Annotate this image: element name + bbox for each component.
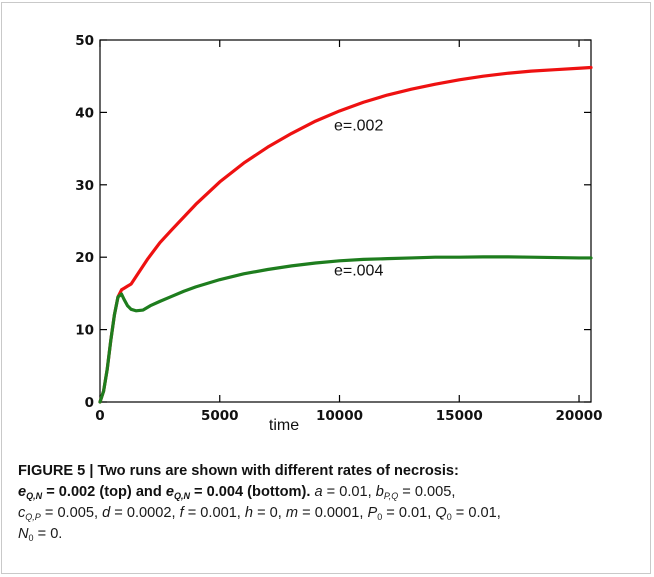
- series-annotation-e-002: e=.002: [334, 118, 383, 135]
- caption-param-q0: Q0 = 0.01,: [435, 505, 501, 522]
- caption-param-d: d = 0.0002,: [102, 505, 180, 521]
- caption-top-text: (top) and: [95, 484, 166, 500]
- y-tick-label: 40: [75, 105, 94, 121]
- y-tick-label: 10: [75, 323, 94, 339]
- caption-eq-bottom: eQ,N = 0.004: [165, 484, 244, 501]
- y-tick-label: 0: [85, 395, 94, 411]
- x-tick-label: 5000: [201, 408, 239, 424]
- x-tick-label: 0: [95, 408, 104, 424]
- caption-eq-top: eQ,N = 0.002: [18, 484, 96, 501]
- caption-bottom-text: (bottom).: [243, 484, 311, 500]
- y-tick-label: 50: [75, 33, 94, 49]
- x-tick-label: 10000: [316, 408, 363, 424]
- plot-frame: [99, 39, 592, 403]
- y-tick-label: 30: [75, 178, 94, 194]
- figure-caption: FIGURE 5 | Two runs are shown with diffe…: [18, 461, 643, 545]
- x-axis-title: time: [269, 417, 299, 434]
- caption-figure-label: FIGURE 5 |: [18, 463, 98, 479]
- x-tick-label: 20000: [556, 408, 603, 424]
- caption-param-h: h = 0,: [244, 505, 286, 521]
- caption-param-n0: N0 = 0.: [18, 526, 63, 543]
- y-tick-label: 20: [75, 250, 94, 266]
- chart: 0 10 20 30 40 50 0 5000 10000 15000 20000 time e=.00…: [75, 33, 603, 434]
- caption-param-a: a = 0.01,: [314, 484, 376, 500]
- caption-bold-text: Two runs are shown with different rates …: [97, 463, 459, 479]
- series-annotation-e-004: e=.004: [334, 262, 383, 279]
- caption-param-c: cQ,P = 0.005,: [18, 505, 103, 522]
- caption-param-m: m = 0.0001,: [285, 505, 368, 521]
- x-tick-label: 15000: [436, 408, 483, 424]
- series-line-e-004: [98, 255, 593, 404]
- caption-param-f: f = 0.001,: [179, 505, 245, 521]
- caption-param-p0: P0 = 0.01,: [367, 505, 436, 522]
- caption-param-b: bP,Q = 0.005,: [375, 484, 456, 501]
